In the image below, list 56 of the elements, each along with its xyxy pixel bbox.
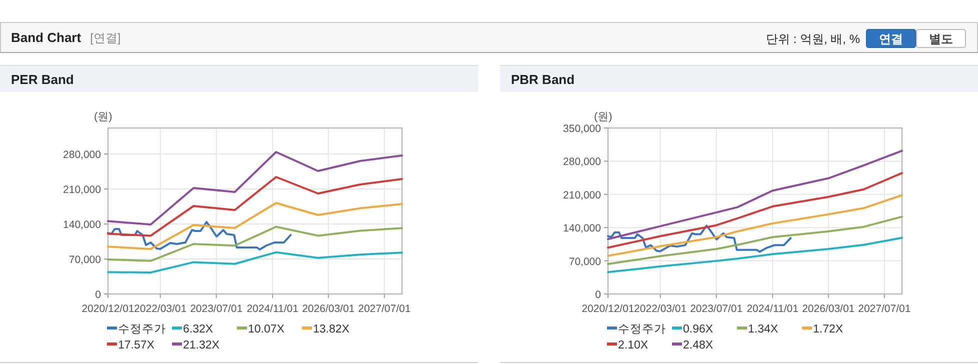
x-tick-label: 2026/03/01 (802, 303, 855, 315)
y-tick-label: 280,000 (63, 149, 102, 161)
y-tick-label: 210,000 (63, 184, 102, 196)
line-series (607, 194, 903, 257)
line-series (107, 202, 403, 250)
y-axis-title: (원) (594, 111, 612, 123)
text: [연결] (90, 31, 121, 45)
chart-title: PBR Band (511, 72, 575, 87)
legend-label: 수정주가 (618, 324, 666, 336)
line-series (607, 150, 903, 240)
text: Band Chart (11, 30, 82, 45)
legend-label: 10.07X (248, 324, 285, 336)
text: 단위 : 억원, 배, % (766, 32, 860, 46)
line-series (107, 176, 403, 237)
legend-label: 수정주가 (118, 324, 166, 336)
legend-label: 2.48X (683, 340, 714, 352)
x-tick-label: 2020/12/01 (582, 303, 634, 315)
y-tick-label: 70,000 (68, 254, 102, 266)
line-series (107, 221, 292, 250)
legend-label: 6.32X (183, 324, 214, 336)
legend-label: 1.72X (813, 324, 844, 336)
y-tick-label: 70,000 (568, 256, 602, 268)
x-tick-label: 2024/11/01 (246, 303, 299, 315)
line-series (107, 226, 403, 262)
y-tick-label: 140,000 (63, 219, 102, 231)
line-series (107, 151, 403, 226)
chart-title: PER Band (11, 72, 74, 87)
legend-label: 13.82X (313, 324, 350, 336)
line-series (607, 216, 903, 266)
line-series (107, 251, 403, 274)
x-tick-label: 2024/11/01 (746, 303, 799, 315)
x-tick-label: 2022/03/01 (634, 303, 687, 315)
line-series (607, 236, 903, 274)
legend-label: 21.32X (183, 340, 220, 352)
line-series (607, 172, 903, 249)
y-tick-label: 0 (595, 289, 602, 301)
x-tick-label: 2020/12/01 (82, 303, 134, 315)
legend-label: 17.57X (118, 340, 155, 352)
y-tick-label: 280,000 (563, 156, 602, 168)
legend-label: 1.34X (748, 324, 778, 336)
y-tick-label: 350,000 (563, 123, 602, 135)
x-tick-label: 2023/07/01 (190, 303, 243, 315)
line-series (607, 224, 792, 253)
y-axis-title: (원) (94, 111, 112, 123)
x-tick-label: 2027/07/01 (858, 303, 911, 315)
x-tick-label: 2022/03/01 (134, 303, 187, 315)
text: 연결 (879, 32, 903, 46)
y-tick-label: 210,000 (563, 189, 602, 202)
text: 별도 (929, 32, 953, 46)
x-tick-label: 2026/03/01 (302, 303, 355, 315)
legend-label: 2.10X (618, 340, 648, 352)
x-tick-label: 2023/07/01 (690, 303, 743, 315)
x-tick-label: 2027/07/01 (358, 303, 411, 315)
y-tick-label: 140,000 (563, 222, 602, 235)
y-tick-label: 0 (95, 289, 102, 301)
legend-label: 0.96X (683, 324, 714, 336)
